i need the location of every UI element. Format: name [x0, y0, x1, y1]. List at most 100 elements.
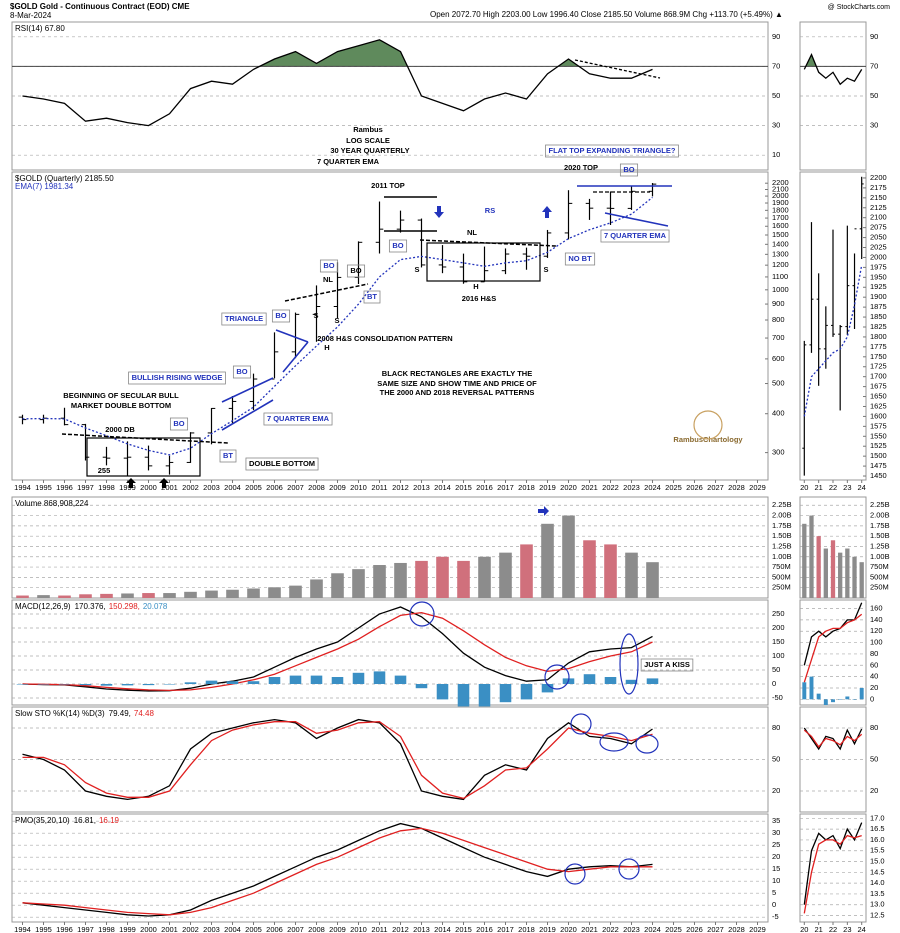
bar — [436, 556, 449, 598]
y-tick-label: 2100 — [772, 184, 789, 193]
annotation: BO — [623, 165, 634, 174]
y-tick-label: 750M — [772, 562, 791, 571]
bar — [163, 593, 176, 598]
y-tick-label: 50 — [772, 665, 780, 674]
x-tick-label: 2000 — [140, 925, 157, 933]
x-tick-label: 2016 — [476, 483, 493, 492]
symbol-title: $GOLD Gold - Continuous Contract (EOD) C… — [10, 2, 190, 11]
x-tick-label: 2014 — [434, 925, 451, 933]
x-tick-label: 2021 — [581, 925, 598, 933]
annotation-shape — [570, 713, 592, 735]
annotation: BO — [173, 419, 184, 428]
quote-line: Open 2072.70 High 2203.00 Low 1996.40 Cl… — [430, 10, 783, 19]
y-tick-label: 1.50B — [870, 531, 890, 540]
y-tick-label: 1825 — [870, 322, 887, 331]
overbought-fill — [22, 39, 653, 67]
x-tick-label: 2026 — [686, 483, 703, 492]
bar — [100, 684, 113, 686]
annotation-box — [271, 309, 291, 323]
x-tick-label: 2007 — [287, 925, 304, 933]
y-tick-label: 2.00B — [772, 511, 792, 520]
annotation: S — [313, 311, 318, 320]
bar — [541, 523, 554, 598]
legend-entry: 16.19 — [99, 816, 120, 825]
bar — [583, 540, 596, 598]
x-tick-label: 2008 — [308, 483, 325, 492]
annotation: BO — [350, 266, 361, 275]
x-tick-label: 2009 — [329, 483, 346, 492]
bar — [499, 552, 512, 598]
bar — [310, 579, 323, 598]
bar — [226, 681, 239, 684]
y-tick-label: 2200 — [772, 178, 789, 187]
panel: 10 30 50 70 90 RSI(14) 67.80 — [11, 21, 780, 171]
annotation: 2020 TOP — [564, 163, 598, 172]
y-tick-label: 600 — [772, 354, 785, 363]
y-tick-label: 50 — [772, 754, 780, 763]
panel: 0 20 40 60 80 100 120 140 160 — [799, 599, 883, 706]
panel-frame — [11, 496, 769, 599]
bar — [415, 560, 428, 598]
panel: -50 0 50 100 150 200 250 MACD(12,26,9) 170.376, 1… — [11, 599, 785, 707]
y-tick-label: 1.25B — [870, 541, 890, 550]
annotation-box — [232, 365, 252, 379]
y-tick-label: 30 — [870, 121, 878, 130]
panel-frame — [11, 599, 769, 706]
x-tick-label: 2029 — [749, 925, 766, 933]
y-tick-label: 17.0 — [870, 813, 885, 822]
annotation-box — [219, 449, 237, 463]
bar — [831, 699, 835, 703]
annotation: 255 — [98, 466, 111, 475]
x-tick-label: 2006 — [266, 483, 283, 492]
y-tick-label: 0 — [772, 679, 776, 688]
annotation-shape — [221, 399, 274, 431]
x-tick-label: 2010 — [350, 483, 367, 492]
series-line — [803, 264, 863, 417]
panel: 300 400 500 600 700 800 900 1000 1100 1200 1300140… — [11, 125, 789, 492]
y-tick-label: 2200 — [870, 173, 887, 182]
y-tick-label: 5 — [772, 888, 776, 897]
y-tick-label: 40 — [870, 672, 878, 681]
x-tick-label: 2018 — [518, 483, 535, 492]
y-tick-label: 750M — [870, 562, 889, 571]
bar — [809, 676, 814, 700]
y-tick-label: 0 — [772, 900, 776, 909]
annotation-box — [545, 144, 679, 158]
annotation: H — [324, 343, 329, 352]
x-tick-label: 1996 — [56, 925, 73, 933]
bar — [142, 593, 155, 598]
x-tick-label: 2028 — [728, 925, 745, 933]
annotation: RS — [485, 206, 495, 215]
bar — [58, 595, 71, 598]
y-tick-label: 1975 — [870, 262, 887, 271]
x-tick-label: 21 — [814, 483, 822, 492]
y-tick-label: 2025 — [870, 242, 887, 251]
y-tick-label: 10 — [772, 150, 780, 159]
y-tick-label: 1625 — [870, 401, 887, 410]
legend-entry: EMA(7) 1981.34 — [15, 182, 74, 191]
y-tick-label: 1300 — [772, 249, 789, 258]
x-tick-label: 2029 — [749, 483, 766, 492]
series-line — [22, 39, 653, 127]
annotation-shape — [544, 664, 570, 690]
bar — [394, 562, 407, 598]
panel-title: RSI(14) 67.80 — [15, 24, 65, 33]
x-tick-label: 24 — [858, 483, 866, 492]
annotation-shape — [284, 283, 369, 302]
y-tick-label: 20 — [870, 683, 878, 692]
annotation: BEGINNING OF SECULAR BULL — [63, 391, 179, 400]
bar — [802, 682, 807, 700]
x-tick-label: 2010 — [350, 925, 367, 933]
annotation-box — [388, 239, 408, 253]
y-tick-label: 2150 — [870, 193, 887, 202]
x-tick-label: 2019 — [539, 925, 556, 933]
annotation: BULLISH RISING WEDGE — [132, 373, 223, 382]
x-tick-label: 1998 — [98, 925, 115, 933]
x-tick-label: 2027 — [707, 483, 724, 492]
x-tick-label: 2025 — [665, 483, 682, 492]
x-tick-label: 2017 — [497, 483, 514, 492]
annotation: BT — [367, 292, 377, 301]
bar — [142, 684, 155, 686]
